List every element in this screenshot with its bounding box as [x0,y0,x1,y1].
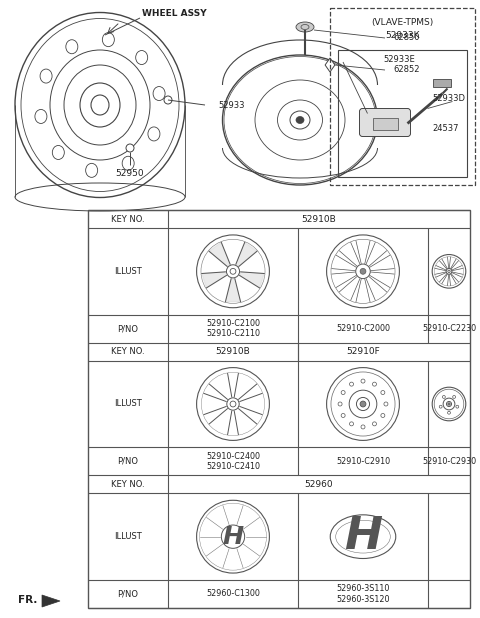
Text: 52960-C1300: 52960-C1300 [206,590,260,598]
Bar [372,117,397,130]
Text: ILLUST: ILLUST [114,532,142,541]
Text: KEY NO.: KEY NO. [111,347,145,356]
Text: FR.: FR. [18,595,37,605]
Circle shape [360,268,366,274]
Polygon shape [202,272,227,288]
Polygon shape [325,58,335,72]
Text: 52910-C2930: 52910-C2930 [422,457,476,466]
Text: H: H [344,515,382,558]
Text: 52910-C2230: 52910-C2230 [422,324,476,333]
Circle shape [360,401,366,407]
Text: 52910-C2910: 52910-C2910 [336,457,390,466]
Text: 52910B: 52910B [216,347,251,356]
Text: 52910B: 52910B [301,214,336,224]
Polygon shape [209,242,230,266]
FancyBboxPatch shape [360,109,410,137]
Text: P/NO: P/NO [118,457,139,466]
Text: 52960-3S110
52960-3S120: 52960-3S110 52960-3S120 [336,584,390,604]
Text: WHEEL ASSY: WHEEL ASSY [142,9,206,19]
Text: 62850: 62850 [393,33,420,43]
Polygon shape [236,242,257,266]
Text: 52910-C2400
52910-C2410: 52910-C2400 52910-C2410 [206,452,260,471]
Text: 52910-C2000: 52910-C2000 [336,324,390,333]
Text: 52933K: 52933K [385,30,420,40]
Text: 52960: 52960 [305,480,333,489]
Text: P/NO: P/NO [118,324,139,333]
Circle shape [164,96,172,104]
Bar [330,8,475,185]
Circle shape [448,403,450,405]
Bar [432,78,451,87]
Circle shape [126,144,134,152]
Text: 52950: 52950 [116,169,144,179]
Ellipse shape [296,117,304,124]
Text: 62852: 62852 [393,66,420,75]
Bar [338,50,467,177]
Text: 52910-C2100
52910-C2110: 52910-C2100 52910-C2110 [206,319,260,339]
Bar [88,210,470,608]
Polygon shape [42,595,60,607]
Text: 52933E: 52933E [383,56,415,64]
Text: (VLAVE-TPMS): (VLAVE-TPMS) [372,17,433,27]
Text: ILLUST: ILLUST [114,267,142,276]
Text: P/NO: P/NO [118,590,139,598]
Polygon shape [240,272,264,288]
Text: 52933: 52933 [218,101,244,109]
Ellipse shape [296,22,314,32]
Text: KEY NO.: KEY NO. [111,214,145,224]
Polygon shape [226,279,240,302]
Text: H: H [222,525,243,549]
Text: 52933D: 52933D [432,94,466,103]
Text: KEY NO.: KEY NO. [111,480,145,489]
Text: 52910F: 52910F [346,347,380,356]
Text: 24537: 24537 [432,124,459,133]
Text: ILLUST: ILLUST [114,399,142,408]
